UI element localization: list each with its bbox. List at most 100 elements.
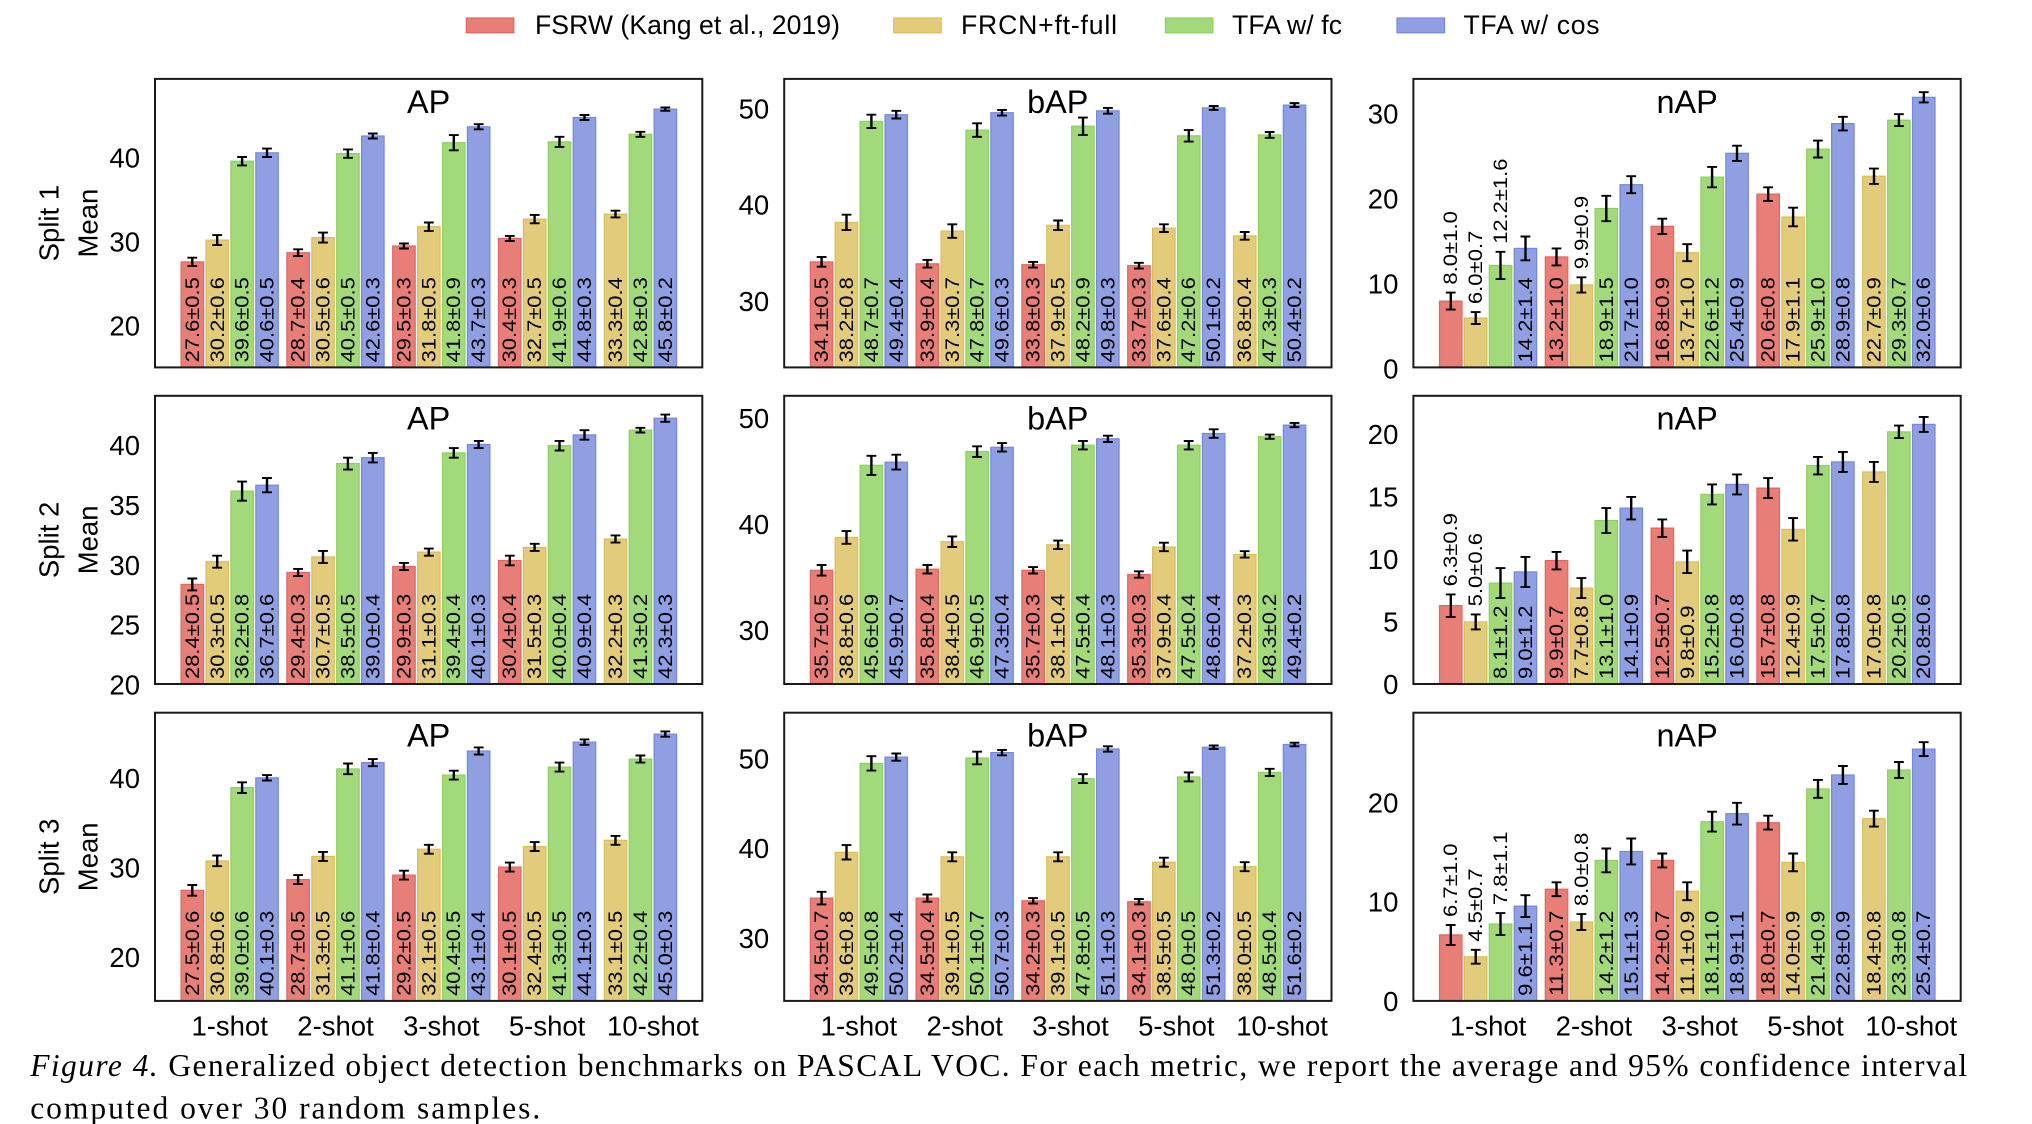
svg-text:50.4±0.2: 50.4±0.2	[1285, 277, 1306, 362]
svg-text:48.6±0.4: 48.6±0.4	[1204, 593, 1225, 679]
svg-text:36.8±0.4: 36.8±0.4	[1235, 277, 1256, 363]
svg-text:5.0±0.6: 5.0±0.6	[1466, 533, 1487, 607]
svg-text:Split 2: Split 2	[34, 502, 65, 578]
svg-text:1-shot: 1-shot	[191, 1010, 268, 1041]
svg-text:33.1±0.5: 33.1±0.5	[606, 911, 627, 996]
svg-text:bAP: bAP	[1027, 401, 1088, 437]
svg-text:17.0±0.8: 17.0±0.8	[1865, 594, 1886, 679]
svg-text:30.4±0.3: 30.4±0.3	[500, 277, 521, 362]
svg-text:30.1±0.5: 30.1±0.5	[500, 911, 521, 996]
svg-text:15.2±0.8: 15.2±0.8	[1703, 594, 1724, 679]
svg-text:Mean: Mean	[73, 822, 104, 891]
svg-text:47.3±0.3: 47.3±0.3	[1260, 277, 1281, 362]
svg-text:34.2±0.3: 34.2±0.3	[1024, 911, 1045, 996]
svg-text:10-shot: 10-shot	[607, 1010, 699, 1041]
svg-text:40.6±0.5: 40.6±0.5	[258, 277, 279, 362]
svg-text:AP: AP	[407, 84, 450, 120]
svg-text:18.0±0.7: 18.0±0.7	[1759, 911, 1780, 996]
svg-text:40.5±0.5: 40.5±0.5	[338, 277, 359, 362]
svg-text:30.3±0.5: 30.3±0.5	[208, 594, 229, 679]
svg-text:49.4±0.4: 49.4±0.4	[887, 277, 908, 363]
svg-text:29.2±0.5: 29.2±0.5	[394, 911, 415, 996]
svg-text:nAP: nAP	[1656, 401, 1717, 437]
svg-text:48.3±0.2: 48.3±0.2	[1260, 594, 1281, 679]
svg-text:13.1±1.0: 13.1±1.0	[1597, 594, 1618, 679]
svg-text:18.9±1.1: 18.9±1.1	[1728, 911, 1749, 996]
svg-text:33.8±0.3: 33.8±0.3	[1024, 277, 1045, 362]
svg-text:51.3±0.2: 51.3±0.2	[1204, 911, 1225, 996]
svg-text:Mean: Mean	[73, 189, 104, 258]
svg-text:29.3±0.7: 29.3±0.7	[1889, 277, 1910, 362]
svg-text:15: 15	[1368, 481, 1399, 512]
svg-text:2-shot: 2-shot	[297, 1010, 374, 1041]
svg-text:13.7±1.0: 13.7±1.0	[1678, 277, 1699, 362]
svg-text:32.0±0.6: 32.0±0.6	[1914, 277, 1935, 362]
svg-text:16.8±0.9: 16.8±0.9	[1653, 277, 1674, 362]
svg-text:3-shot: 3-shot	[1032, 1010, 1109, 1041]
svg-text:1-shot: 1-shot	[821, 1010, 898, 1041]
svg-text:38.1±0.4: 38.1±0.4	[1049, 593, 1070, 679]
svg-text:37.2±0.3: 37.2±0.3	[1235, 594, 1256, 679]
svg-text:32.7±0.5: 32.7±0.5	[525, 277, 546, 362]
svg-text:7.8±1.1: 7.8±1.1	[1491, 832, 1512, 906]
svg-text:32.2±0.3: 32.2±0.3	[606, 594, 627, 679]
svg-text:5-shot: 5-shot	[1138, 1010, 1215, 1041]
svg-text:9.9±0.7: 9.9±0.7	[1547, 606, 1568, 680]
svg-text:50.1±0.7: 50.1±0.7	[968, 911, 989, 996]
svg-text:42.6±0.3: 42.6±0.3	[363, 277, 384, 362]
svg-text:21.7±1.0: 21.7±1.0	[1622, 277, 1643, 362]
svg-text:28.7±0.4: 28.7±0.4	[289, 277, 310, 363]
svg-text:31.8±0.5: 31.8±0.5	[419, 277, 440, 362]
svg-text:FRCN+ft-full: FRCN+ft-full	[961, 10, 1117, 40]
svg-text:8.0±0.8: 8.0±0.8	[1572, 833, 1593, 907]
svg-text:4.5±0.7: 4.5±0.7	[1466, 868, 1487, 942]
svg-text:11.3±0.7: 11.3±0.7	[1547, 911, 1568, 996]
svg-text:29.4±0.3: 29.4±0.3	[289, 594, 310, 679]
svg-text:9.8±0.9: 9.8±0.9	[1678, 606, 1699, 680]
svg-text:39.6±0.5: 39.6±0.5	[233, 277, 254, 362]
svg-text:47.5±0.4: 47.5±0.4	[1179, 593, 1200, 679]
svg-text:50.2±0.4: 50.2±0.4	[887, 910, 908, 996]
svg-text:36.2±0.8: 36.2±0.8	[233, 594, 254, 679]
svg-text:43.1±0.4: 43.1±0.4	[469, 910, 490, 996]
svg-text:35: 35	[109, 490, 140, 521]
svg-text:30: 30	[1368, 99, 1399, 130]
svg-text:bAP: bAP	[1027, 718, 1088, 754]
svg-text:47.8±0.7: 47.8±0.7	[968, 277, 989, 362]
svg-text:6.0±0.7: 6.0±0.7	[1466, 231, 1487, 305]
svg-text:30.5±0.6: 30.5±0.6	[314, 277, 335, 362]
svg-text:30.7±0.5: 30.7±0.5	[314, 594, 335, 679]
svg-text:30: 30	[109, 226, 140, 257]
svg-text:50: 50	[739, 403, 770, 434]
svg-text:38.5±0.5: 38.5±0.5	[338, 594, 359, 679]
svg-text:47.3±0.4: 47.3±0.4	[993, 593, 1014, 679]
svg-text:27.5±0.6: 27.5±0.6	[183, 911, 204, 996]
svg-text:34.1±0.3: 34.1±0.3	[1130, 911, 1151, 996]
svg-text:38.8±0.6: 38.8±0.6	[837, 594, 858, 679]
svg-text:5-shot: 5-shot	[509, 1010, 586, 1041]
svg-text:38.5±0.5: 38.5±0.5	[1154, 911, 1175, 996]
svg-text:47.5±0.4: 47.5±0.4	[1074, 593, 1095, 679]
svg-text:36.7±0.6: 36.7±0.6	[258, 594, 279, 679]
svg-text:25: 25	[109, 610, 140, 641]
svg-text:31.3±0.5: 31.3±0.5	[314, 911, 335, 996]
svg-text:39.1±0.5: 39.1±0.5	[1049, 911, 1070, 996]
svg-text:AP: AP	[407, 718, 450, 754]
svg-text:30.2±0.6: 30.2±0.6	[208, 277, 229, 362]
svg-text:22.8±0.9: 22.8±0.9	[1833, 911, 1854, 996]
svg-text:nAP: nAP	[1656, 84, 1717, 120]
svg-text:30: 30	[739, 923, 770, 954]
svg-text:25.9±1.0: 25.9±1.0	[1809, 277, 1830, 362]
svg-text:28.7±0.5: 28.7±0.5	[289, 911, 310, 996]
svg-text:49.8±0.3: 49.8±0.3	[1098, 277, 1119, 362]
svg-text:computed over 30 random sample: computed over 30 random samples.	[30, 1091, 540, 1124]
svg-text:FSRW (Kang et al., 2019): FSRW (Kang et al., 2019)	[535, 10, 840, 40]
svg-text:10-shot: 10-shot	[1236, 1010, 1328, 1041]
svg-text:49.4±0.2: 49.4±0.2	[1285, 594, 1306, 679]
svg-text:37.3±0.7: 37.3±0.7	[943, 277, 964, 362]
svg-text:33.7±0.3: 33.7±0.3	[1130, 277, 1151, 362]
svg-text:40: 40	[739, 509, 770, 540]
svg-text:25.4±0.9: 25.4±0.9	[1728, 277, 1749, 362]
svg-text:17.5±0.7: 17.5±0.7	[1809, 594, 1830, 679]
svg-text:48.1±0.3: 48.1±0.3	[1098, 594, 1119, 679]
